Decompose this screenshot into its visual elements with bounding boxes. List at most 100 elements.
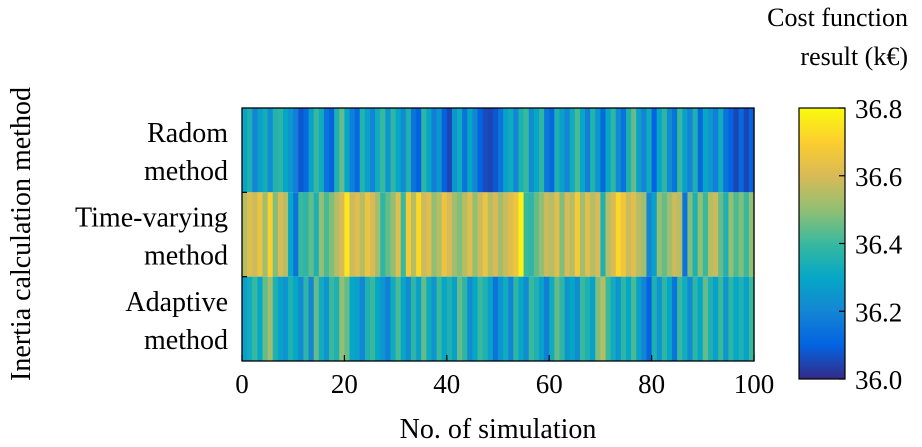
heatmap-cell: [707, 192, 714, 277]
heatmap-cell: [405, 192, 412, 277]
heatmap-cell: [615, 108, 622, 193]
colorbar-title-line1: Cost function: [767, 3, 908, 32]
heatmap-cell: [323, 192, 330, 277]
heatmap-cell: [733, 108, 740, 193]
heatmap-cell: [666, 108, 673, 193]
heatmap-cell: [441, 108, 448, 193]
heatmap-cell: [472, 276, 479, 361]
heatmap-cell: [579, 192, 586, 277]
heatmap-cell: [610, 192, 617, 277]
heatmap-cell: [723, 108, 729, 193]
heatmap-cell: [523, 276, 530, 361]
heatmap-cell: [318, 108, 325, 193]
heatmap-cell: [503, 108, 509, 193]
row-label-line2: method: [144, 156, 228, 187]
heatmap-cell: [743, 192, 750, 277]
heatmap-cell: [385, 276, 392, 361]
heatmap-cell: [687, 192, 694, 277]
heatmap-cell: [477, 108, 484, 193]
heatmap-cell: [329, 192, 335, 277]
heatmap-cell: [595, 192, 601, 277]
heatmap-cell: [421, 108, 427, 193]
heatmap-cell: [528, 192, 535, 277]
x-tick-label: 60: [536, 369, 563, 399]
heatmap-cell: [308, 276, 315, 361]
heatmap-cell: [257, 192, 264, 277]
heatmap-cell: [395, 108, 402, 193]
heatmap-cell: [569, 192, 576, 277]
heatmap-cell: [702, 192, 709, 277]
heatmap-cell: [288, 276, 294, 361]
heatmap-cell: [748, 192, 755, 277]
heatmap-cell: [585, 276, 591, 361]
heatmap-cell: [410, 276, 417, 361]
heatmap-cell: [487, 192, 494, 277]
heatmap-cell: [242, 276, 248, 361]
heatmap-cell: [549, 108, 555, 193]
row-label-line1: Adaptive: [125, 287, 228, 318]
heatmap-cell: [421, 192, 427, 277]
heatmap-cell: [544, 192, 550, 277]
heatmap-cell: [257, 108, 264, 193]
heatmap-cell: [298, 276, 305, 361]
heatmap-cell: [262, 192, 269, 277]
heatmap-cell: [743, 108, 750, 193]
heatmap-cell: [400, 276, 407, 361]
heatmap-cell: [707, 108, 714, 193]
heatmap-cell: [446, 192, 453, 277]
heatmap-cell: [728, 192, 735, 277]
heatmap-cell: [651, 276, 658, 361]
heatmap-cell: [656, 192, 663, 277]
heatmap-cell: [620, 192, 627, 277]
heatmap-cell: [672, 108, 678, 193]
heatmap-cell: [323, 108, 330, 193]
heatmap-cell: [631, 276, 637, 361]
heatmap-cell: [600, 108, 607, 193]
heatmap-cell: [395, 192, 402, 277]
heatmap-cell: [282, 276, 289, 361]
heatmap-cell: [482, 276, 489, 361]
x-axis-ticks: 0 20 40 60 80 100: [235, 355, 774, 399]
heatmap-cell: [277, 276, 284, 361]
heatmap-cell: [339, 192, 345, 277]
heatmap-cell: [600, 192, 607, 277]
row-dividers: [242, 191, 247, 278]
colorbar-ticks: 36.8 36.6 36.4 36.2 36.0: [839, 94, 903, 395]
heatmap-cell: [682, 108, 689, 193]
colorbar: [798, 107, 846, 380]
heatmap-cell: [334, 108, 340, 193]
heatmap-cell: [538, 192, 545, 277]
heatmap-cell: [370, 276, 376, 361]
heatmap-cell: [313, 276, 320, 361]
heatmap-cell: [364, 276, 371, 361]
heatmap-cell: [600, 276, 607, 361]
heatmap-cell: [329, 276, 335, 361]
heatmap-cell: [677, 192, 683, 277]
heatmap-cell: [334, 276, 340, 361]
heatmap-cell: [728, 108, 735, 193]
heatmap-cell: [359, 192, 366, 277]
heatmap-cell: [242, 192, 248, 277]
heatmap-cell: [318, 276, 325, 361]
heatmap-cell: [323, 276, 330, 361]
heatmap-cell: [436, 108, 443, 193]
heatmap-cell: [272, 108, 279, 193]
heatmap-cell: [272, 276, 279, 361]
heatmap-cell: [651, 108, 658, 193]
heatmap-cell: [661, 108, 668, 193]
heatmap-cell: [533, 192, 540, 277]
heatmap-cell: [498, 108, 504, 193]
colorbar-tick-label: 36.4: [855, 230, 903, 260]
row-label-line1: Radom: [147, 118, 228, 149]
heatmap-cell: [533, 276, 540, 361]
heatmap-cell: [523, 192, 530, 277]
colorbar-tick-label: 36.8: [855, 94, 902, 124]
colorbar-tick-label: 36.6: [855, 162, 902, 192]
heatmap-cell: [569, 276, 576, 361]
heatmap-cell: [477, 276, 484, 361]
heatmap-cell: [390, 108, 397, 193]
heatmap-cell: [748, 108, 755, 193]
heatmap-cell: [293, 192, 299, 277]
heatmap-cell: [344, 192, 351, 277]
